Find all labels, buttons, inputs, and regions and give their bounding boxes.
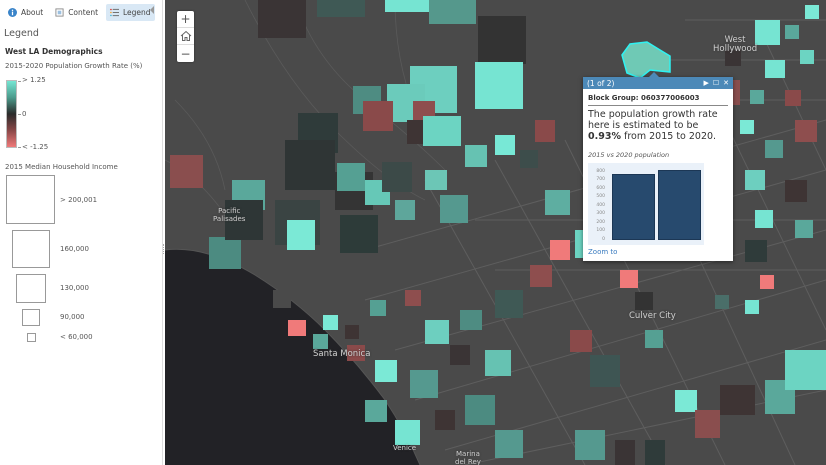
next-feature-button[interactable]: ▶ [703,79,708,87]
size-swatch-2 [12,230,50,268]
y-tick-label: 200 [596,219,605,225]
popup-body: Block Group: 060377006003 The population… [583,89,733,256]
popup-growth-rate: 0.93% [588,130,621,142]
sidebar-tabs: About Content Legend [4,4,159,21]
ramp-label-high: > 1.25 [22,76,46,84]
popup-chart-caption: 2015 vs 2020 population [588,150,670,159]
feature-popup: (1 of 2) ▶ ☐ ✕ Block Group: 060377006003… [583,72,733,261]
size-swatch-1 [6,175,55,224]
y-tick-label: 300 [596,211,605,217]
ramp-tick-mid [18,114,21,115]
ramp-label-low: < -1.25 [22,143,49,151]
size-label-1: > 200,001 [60,196,98,204]
tab-content[interactable]: Content [51,4,102,21]
popup-text-before: The population growth rate here is estim… [588,109,718,131]
popup-feature-count: (1 of 2) [587,78,615,88]
home-icon [180,30,191,41]
tab-legend-label: Legend [123,8,151,17]
home-button[interactable] [177,28,194,45]
maximize-icon: ☐ [712,79,720,87]
popup-description: The population growth rate here is estim… [588,109,728,143]
y-tick-label: 100 [596,228,605,234]
size-swatch-5 [27,333,36,342]
legend-sidebar: About Content Legend Legend West LA Demo… [0,0,163,465]
close-button[interactable]: ✕ [723,79,729,87]
ramp-label-mid: 0 [22,110,27,118]
zoom-to-link[interactable]: Zoom to [588,247,618,256]
y-tick-label: 500 [596,194,605,200]
y-tick-label: 800 [596,169,605,174]
next-arrow-icon: ▶ [703,79,709,87]
size-label-5: < 60,000 [60,333,93,341]
place-label-west-hollywood: West Hollywood [713,35,758,55]
place-label-santa-monica: Santa Monica [313,349,371,359]
y-tick-label: 600 [596,185,605,191]
color-ramp [6,80,17,148]
color-field-title: 2015-2020 Population Growth Rate (%) [5,62,143,70]
y-tick-label: 0 [602,236,605,242]
bar-2015[interactable] [612,173,655,240]
ramp-tick-high [18,81,21,82]
maximize-button[interactable]: ☐ [713,79,719,87]
layer-title: West LA Demographics [5,47,103,56]
size-label-3: 130,000 [60,284,89,292]
zoom-out-button[interactable]: − [180,46,191,61]
ramp-tick-low [18,147,21,148]
size-swatch-3 [16,274,46,303]
popup-header: (1 of 2) ▶ ☐ ✕ [583,77,733,89]
popup-text-after: from 2015 to 2020. [620,130,717,142]
tab-about-label: About [21,8,44,17]
size-swatch-4 [22,309,40,326]
popup-pointer [649,72,659,77]
content-icon [55,8,64,17]
close-icon: ✕ [723,79,729,87]
tab-content-label: Content [68,8,99,17]
size-field-title: 2015 Median Household Income [5,163,118,171]
sidebar-splitter[interactable] [163,244,165,254]
zoom-in-button[interactable]: + [177,11,194,28]
tab-about[interactable]: About [4,4,47,21]
popup-block-group: Block Group: 060377006003 [588,94,728,106]
place-label-marina-del-rey: Marina del Rey [455,450,481,465]
place-label-culver-city: Culver City [629,311,676,321]
panel-title: Legend [4,28,39,39]
y-tick-label: 400 [596,202,605,208]
y-tick-label: 700 [596,177,605,183]
zoom-controls: + − [177,11,194,62]
place-label-pacific-palisades: Pacific Palisades [213,207,246,223]
tab-legend[interactable]: Legend [106,4,155,21]
info-icon [8,8,17,17]
bar-2020[interactable] [658,170,701,240]
place-label-venice: Venice [393,444,417,452]
legend-icon [110,8,120,17]
collapse-sidebar-button[interactable] [150,6,154,14]
size-label-4: 90,000 [60,313,85,321]
size-label-2: 160,000 [60,245,89,253]
population-bar-chart: 0 100 200 300 400 500 600 700 800 [588,162,704,245]
